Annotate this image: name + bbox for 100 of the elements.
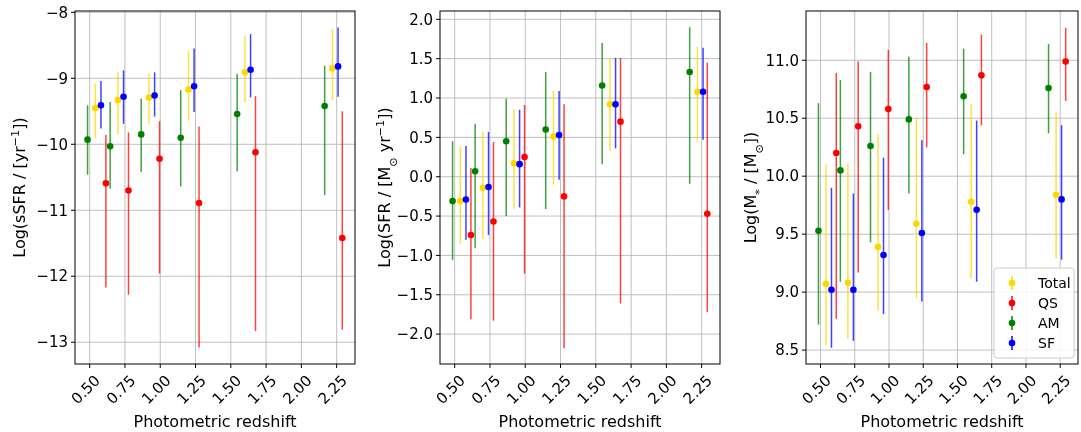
point [339, 234, 346, 242]
point [978, 72, 985, 79]
point [832, 149, 840, 157]
point [521, 153, 528, 161]
y-tick-label: −0.5 [396, 207, 433, 226]
point [905, 116, 913, 123]
point [828, 286, 835, 294]
y-tick-label: −13 [36, 333, 68, 352]
y-tick-label: 1.5 [409, 49, 433, 68]
point [837, 167, 844, 174]
x-axis-title: Photometric redshift [860, 412, 1024, 431]
point [612, 101, 619, 108]
point [606, 101, 614, 108]
y-tick-label: 0.5 [409, 128, 433, 147]
point [1045, 84, 1052, 92]
point [151, 92, 158, 99]
y-tick-label: −12 [36, 267, 68, 286]
point [490, 218, 497, 225]
point [510, 160, 518, 167]
point [960, 92, 967, 100]
y-tick-label: 10.5 [765, 109, 799, 128]
point [233, 110, 241, 118]
point [97, 102, 105, 109]
point [321, 102, 328, 110]
legend-label: AM [1038, 314, 1060, 331]
x-axis-title: Photometric redshift [498, 412, 662, 431]
point [471, 167, 479, 175]
point [462, 196, 470, 203]
point [125, 187, 132, 194]
point [449, 197, 456, 205]
point [555, 131, 563, 139]
point [874, 243, 882, 251]
x-axis-title: Photometric redshift [133, 412, 297, 431]
point [137, 131, 145, 138]
point [247, 66, 254, 74]
point [252, 148, 259, 156]
point [560, 193, 568, 200]
point [195, 199, 203, 207]
point [106, 142, 114, 150]
y-tick-label: 1.0 [409, 89, 433, 108]
y-tick-label: 10.0 [765, 167, 799, 186]
y-tick-label: −8 [45, 3, 68, 22]
point [92, 104, 99, 112]
point [120, 93, 127, 101]
point [1058, 196, 1065, 203]
y-tick-label: −9 [45, 69, 68, 88]
point [502, 138, 510, 145]
point [850, 286, 857, 294]
point [479, 184, 487, 192]
point [686, 68, 693, 76]
y-tick-label: 2.0 [409, 10, 433, 29]
point [699, 88, 707, 96]
point [854, 123, 862, 130]
point [1052, 191, 1060, 199]
y-tick-label: 9.0 [775, 283, 799, 302]
point [467, 231, 475, 239]
point [457, 197, 464, 205]
y-tick-label: −2.0 [396, 325, 433, 344]
point [822, 280, 830, 288]
point [815, 227, 822, 234]
point [704, 210, 711, 217]
point [844, 279, 852, 287]
point [867, 142, 874, 150]
legend-label: SF [1038, 334, 1055, 351]
point [190, 82, 198, 90]
point [967, 198, 975, 205]
point [241, 69, 249, 76]
point [694, 88, 701, 96]
point [598, 82, 606, 89]
point [617, 118, 624, 125]
point [84, 136, 91, 143]
legend-label: QS [1038, 294, 1059, 311]
point [177, 134, 185, 141]
point [550, 133, 557, 140]
point [1062, 58, 1069, 65]
point [923, 83, 930, 91]
point [334, 63, 342, 70]
legend-label: Total [1037, 274, 1071, 291]
point [918, 229, 926, 237]
point [156, 155, 163, 163]
point [102, 179, 110, 187]
y-tick-label: −11 [36, 201, 68, 220]
point [145, 94, 153, 101]
point [516, 160, 523, 168]
point [880, 251, 887, 259]
y-tick-label: −1.0 [396, 246, 433, 265]
y-tick-label: −1.5 [396, 286, 433, 304]
point [114, 96, 122, 104]
point [542, 126, 550, 133]
y-tick-label: 8.5 [775, 341, 799, 360]
point [185, 86, 192, 93]
y-tick-label: 11.0 [765, 51, 799, 70]
point [329, 65, 336, 72]
y-tick-label: −10 [36, 135, 68, 154]
y-tick-label: 0.0 [409, 167, 433, 186]
y-tick-label: 9.5 [775, 225, 799, 244]
point [913, 220, 920, 228]
point [885, 105, 892, 113]
point [485, 183, 492, 191]
point [973, 206, 980, 214]
